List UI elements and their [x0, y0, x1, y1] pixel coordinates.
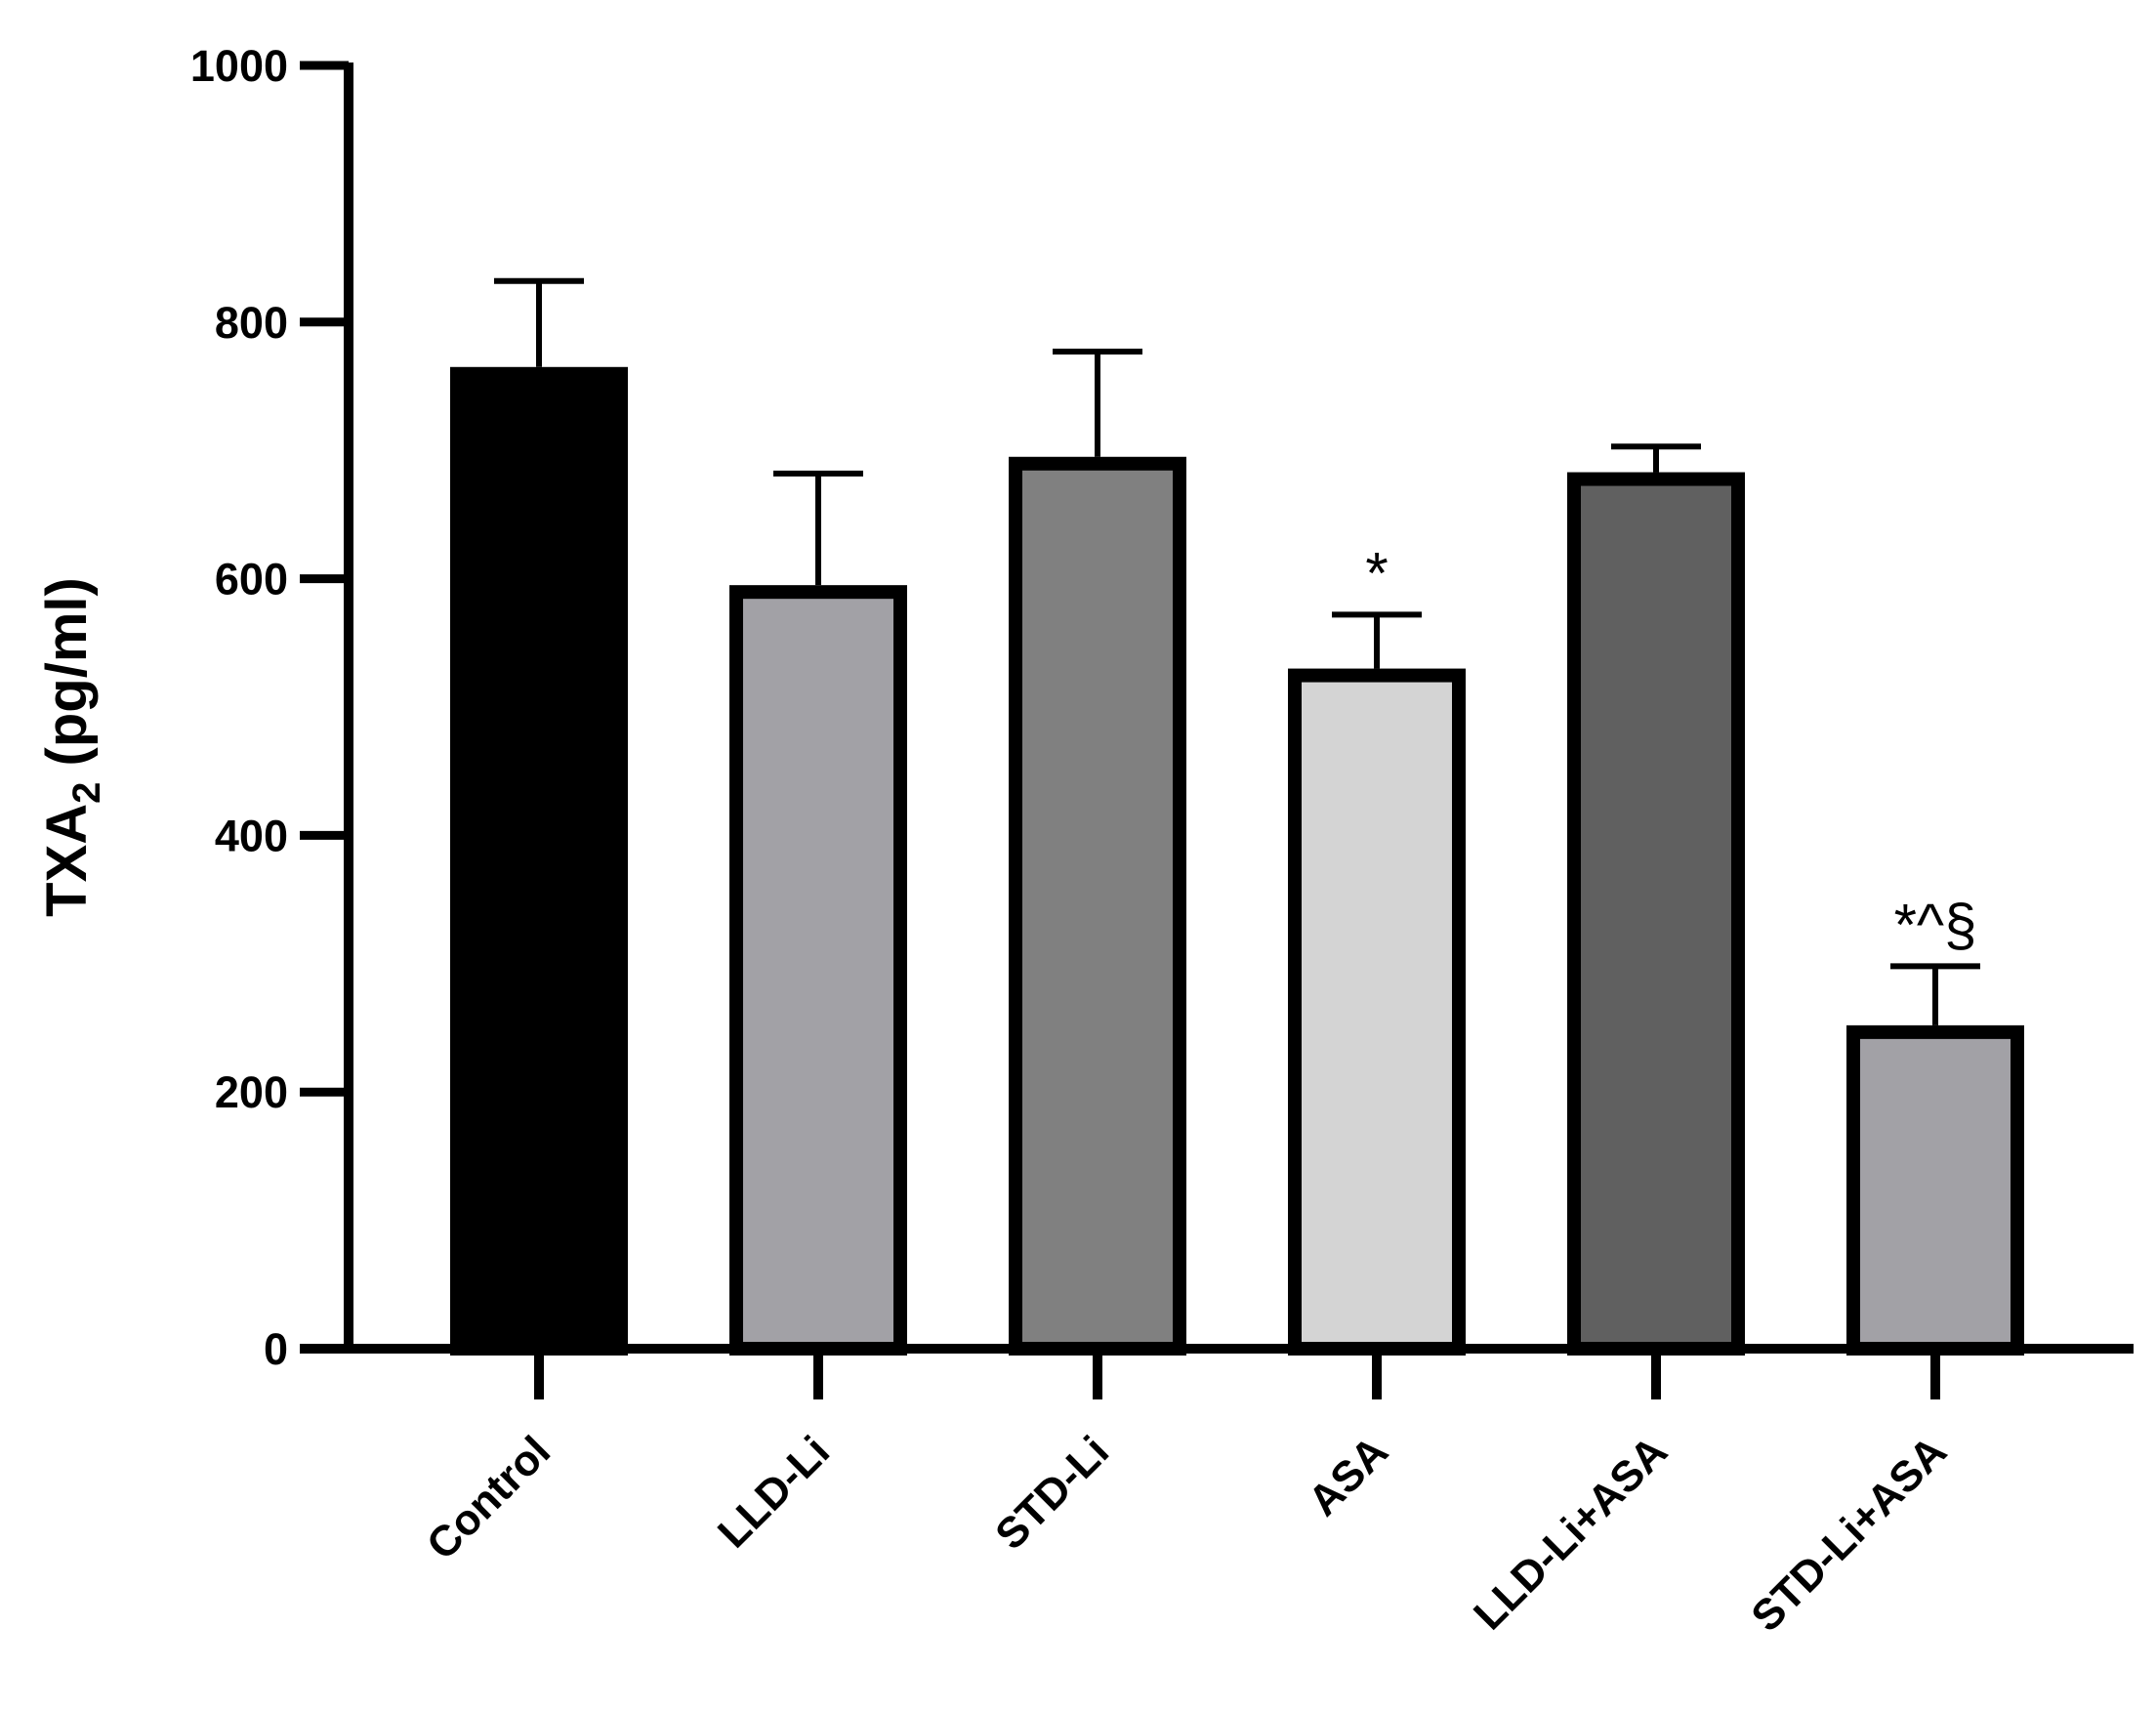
x-tick-label: STD-Li — [986, 1427, 1118, 1559]
significance-marker: * — [1365, 540, 1388, 605]
y-tick-label: 600 — [215, 555, 288, 605]
y-tick-label: 200 — [215, 1067, 288, 1117]
x-tick-label: LLD-Li — [709, 1427, 839, 1557]
significance-annotations: * *^§ — [1365, 540, 1976, 957]
x-tick-label: ASA — [1300, 1427, 1397, 1524]
y-tick-label: 1000 — [190, 41, 288, 91]
bars — [450, 366, 2024, 1356]
x-tick-label: LLD-Li+ASA — [1465, 1427, 1677, 1639]
bar — [729, 585, 907, 1356]
bar — [450, 366, 628, 1356]
bar — [1846, 1024, 2024, 1356]
y-axis-title-unit: (pg/ml) — [35, 577, 99, 781]
x-tick-label: STD-Li+ASA — [1742, 1427, 1956, 1641]
y-axis-title-main: TXA — [35, 804, 99, 917]
y-tick-label: 400 — [215, 811, 288, 860]
significance-marker: *^§ — [1894, 892, 1977, 957]
x-axis: Control LLD-Li STD-Li ASA LLD-Li+ASA STD-Li+A… — [300, 1344, 2134, 1641]
y-axis-title: TXA2 (pg/ml) — [35, 577, 108, 917]
y-axis: 0 200 400 600 800 1000 — [190, 41, 353, 1374]
y-axis-title-subscript: 2 — [65, 782, 108, 804]
bar — [1288, 668, 1466, 1356]
error-bars — [494, 277, 1980, 1025]
bar — [1009, 456, 1186, 1356]
y-tick-label: 800 — [215, 298, 288, 348]
bar — [1567, 472, 1745, 1356]
x-tick-label: Control — [418, 1427, 560, 1568]
y-tick-label: 0 — [264, 1324, 288, 1374]
